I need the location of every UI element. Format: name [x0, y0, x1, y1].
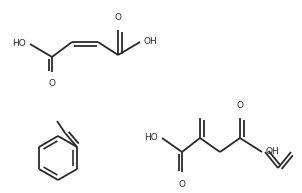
Text: OH: OH	[265, 147, 279, 157]
Text: OH: OH	[143, 37, 157, 47]
Text: O: O	[178, 180, 185, 189]
Text: O: O	[236, 101, 243, 110]
Text: O: O	[49, 79, 56, 88]
Text: O: O	[114, 13, 121, 22]
Text: HO: HO	[144, 134, 158, 142]
Text: HO: HO	[12, 40, 26, 48]
